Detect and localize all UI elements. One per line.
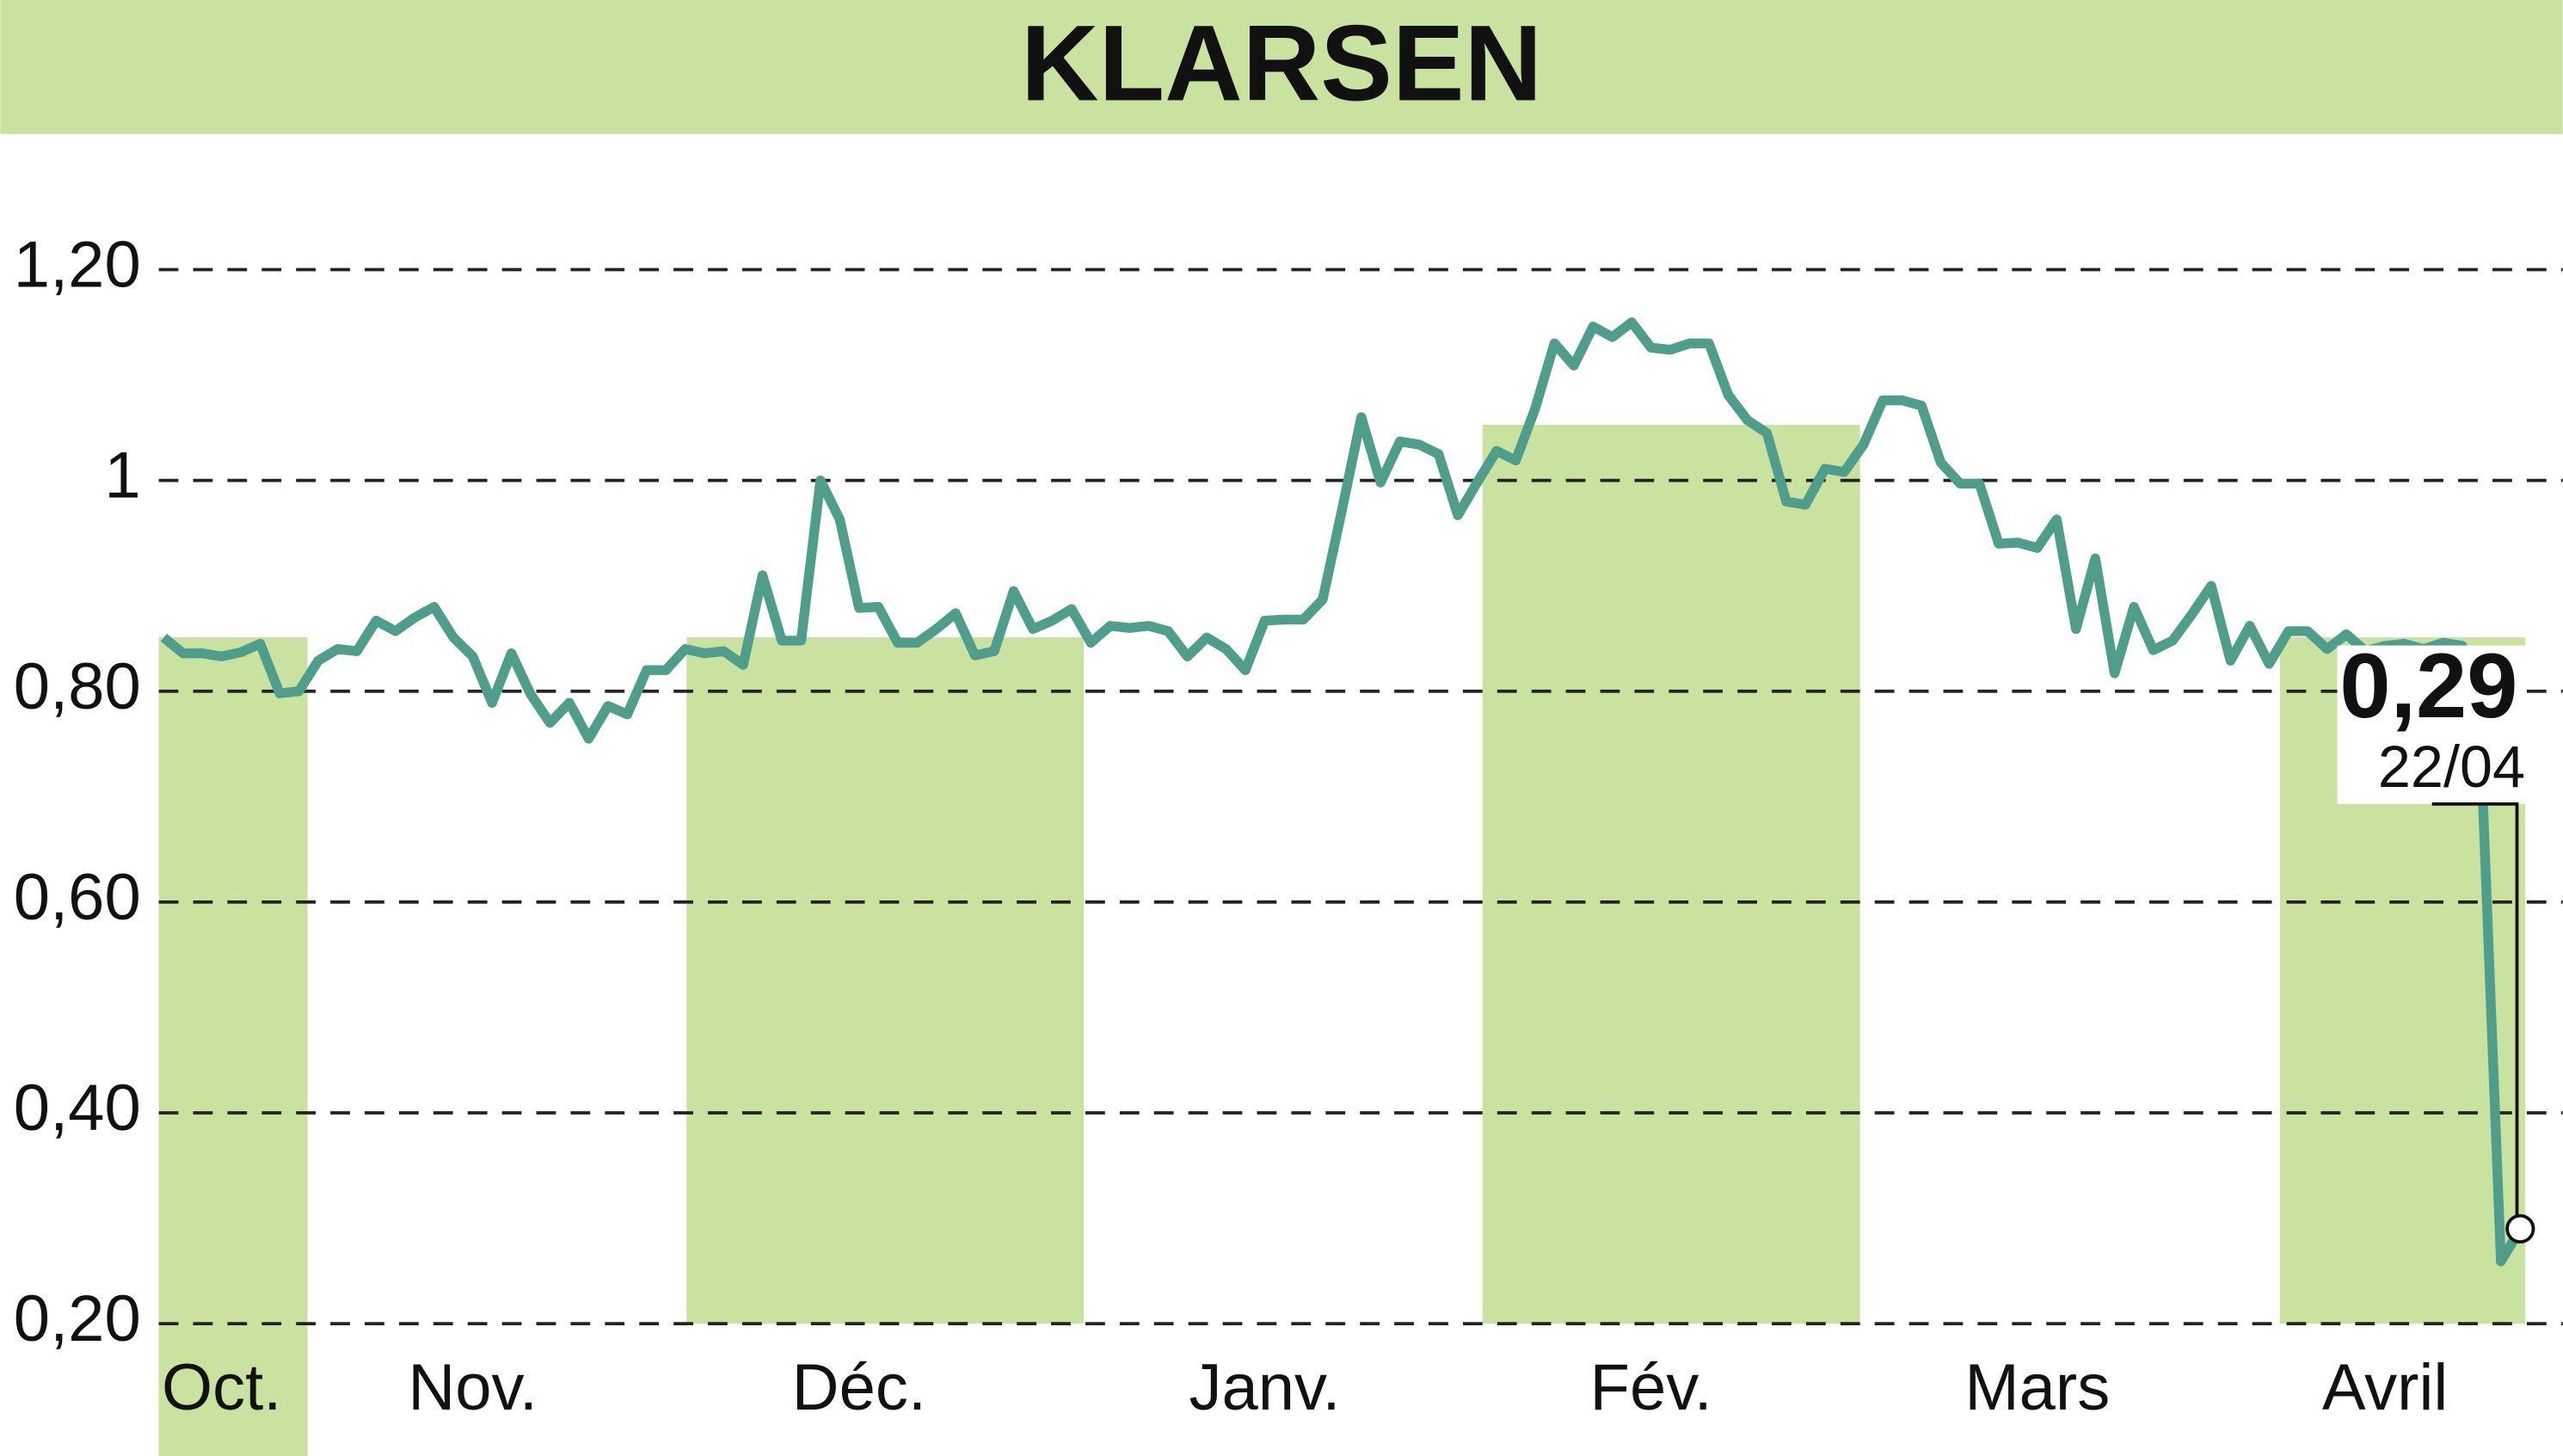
month-band: [686, 637, 1085, 1324]
x-tick-label: Déc.: [792, 1351, 926, 1424]
x-tick-label: Oct.: [162, 1351, 281, 1424]
last-value-label: 0,29: [2339, 635, 2517, 737]
x-tick-label: Mars: [1964, 1351, 2110, 1424]
y-tick-label: 0,80: [14, 650, 141, 723]
x-tick-label: Nov.: [408, 1351, 538, 1424]
x-tick-label: Fév.: [1590, 1351, 1712, 1424]
y-tick-label: 0,40: [14, 1072, 141, 1145]
month-bands: [158, 425, 2525, 1456]
price-line: [160, 317, 2525, 1267]
y-tick-label: 0,20: [14, 1282, 141, 1355]
annotation-box: [2337, 645, 2525, 804]
y-tick-label: 1: [104, 439, 140, 513]
y-tick-label: 0,60: [14, 861, 141, 934]
chart-title: KLARSEN: [1021, 3, 1542, 124]
y-tick-label: 1,20: [14, 229, 141, 302]
leader-line: [2431, 802, 2519, 1229]
month-band: [1482, 425, 1860, 1324]
title-band: [0, 0, 2563, 134]
last-point: [2505, 1213, 2535, 1244]
x-tick-label: Avril: [2322, 1351, 2448, 1424]
month-band: [158, 637, 308, 1456]
x-tick-label: Janv.: [1189, 1351, 1340, 1424]
last-date-label: 22/04: [2378, 734, 2525, 800]
